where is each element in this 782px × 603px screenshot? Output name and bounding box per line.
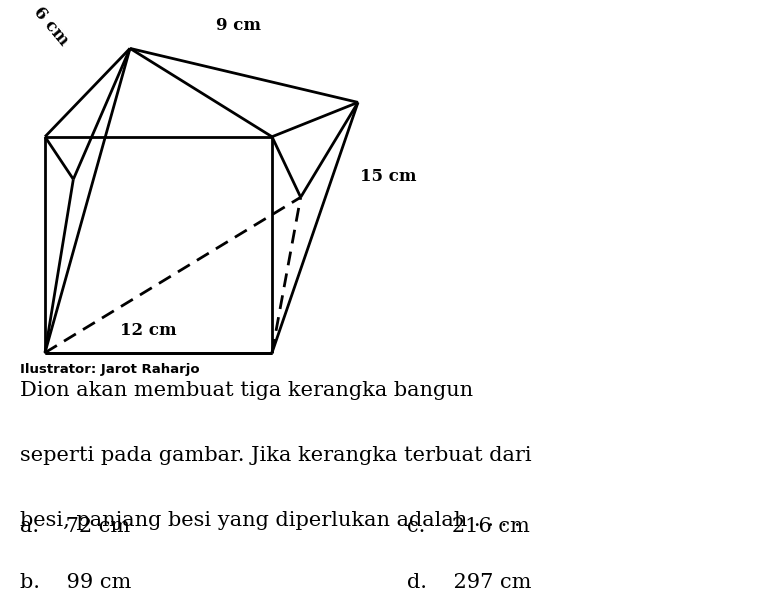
Text: c.    216 cm: c. 216 cm bbox=[407, 517, 529, 536]
Text: 9 cm: 9 cm bbox=[216, 17, 261, 34]
Text: 6 cm: 6 cm bbox=[30, 3, 72, 49]
Text: Ilustrator: Jarot Raharjo: Ilustrator: Jarot Raharjo bbox=[20, 363, 199, 376]
Text: d.    297 cm: d. 297 cm bbox=[407, 573, 531, 592]
Text: a.    72 cm: a. 72 cm bbox=[20, 517, 130, 536]
Text: 12 cm: 12 cm bbox=[120, 322, 177, 339]
Text: Dion akan membuat tiga kerangka bangun: Dion akan membuat tiga kerangka bangun bbox=[20, 381, 472, 400]
Text: b.    99 cm: b. 99 cm bbox=[20, 573, 131, 592]
Text: 15 cm: 15 cm bbox=[360, 168, 416, 185]
Text: seperti pada gambar. Jika kerangka terbuat dari: seperti pada gambar. Jika kerangka terbu… bbox=[20, 446, 531, 465]
Text: besi, panjang besi yang diperlukan adalah . . . .: besi, panjang besi yang diperlukan adala… bbox=[20, 511, 520, 530]
